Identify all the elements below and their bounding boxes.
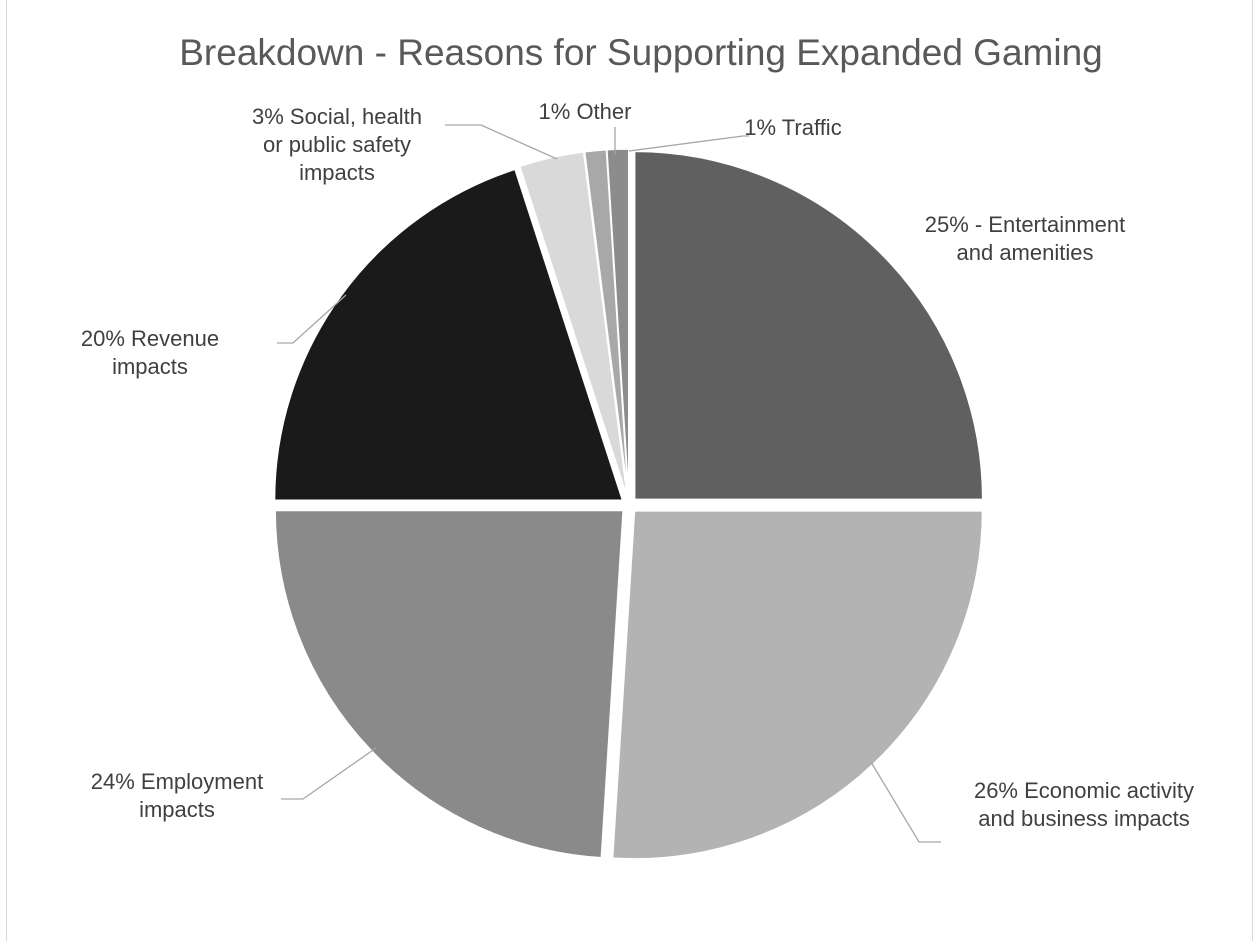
chart-title: Breakdown - Reasons for Supporting Expan… (179, 32, 1102, 73)
pie-slice-social-health (518, 151, 628, 498)
data-label-line: 1% Other (539, 99, 632, 124)
data-label-employment: 24% Employment impacts (91, 769, 263, 822)
data-label-line: and amenities (957, 240, 1094, 265)
data-label-line: or public safety (263, 132, 411, 157)
data-labels: 25% - Entertainment and amenities 26% Econ… (81, 99, 1194, 831)
leader-line-employment (281, 747, 377, 800)
data-label-economic-activity: 26% Economic activity and business impact… (974, 778, 1194, 831)
leader-line-traffic (628, 135, 749, 152)
data-label-line: 24% Employment (91, 769, 263, 794)
data-label-line: 25% - Entertainment (925, 212, 1126, 237)
pie-chart: Breakdown - Reasons for Supporting Expan… (81, 32, 1194, 860)
pie-slice-entertainment (633, 150, 984, 501)
pie-slice-economic-activity (611, 510, 984, 860)
data-label-line: 1% Traffic (744, 115, 841, 140)
data-label-revenue: 20% Revenue impacts (81, 326, 219, 379)
leader-line-social-health (445, 124, 558, 160)
data-label-line: impacts (299, 160, 375, 185)
data-label-traffic: 1% Traffic (744, 115, 841, 140)
pie-slices (273, 148, 984, 860)
data-label-line: 20% Revenue (81, 326, 219, 351)
leader-line-economic-activity (870, 761, 941, 843)
data-label-other: 1% Other (539, 99, 632, 124)
pie-slice-employment (274, 509, 624, 859)
pie-slice-traffic (606, 148, 630, 498)
pie-slice-revenue (273, 168, 624, 502)
data-label-entertainment: 25% - Entertainment and amenities (925, 212, 1126, 265)
data-label-line: 3% Social, health (252, 104, 422, 129)
leader-line-revenue (277, 294, 347, 344)
leader-lines (277, 124, 941, 843)
data-label-line: impacts (139, 797, 215, 822)
data-label-line: 26% Economic activity (974, 778, 1194, 803)
data-label-social-health: 3% Social, health or public safety impacts (252, 104, 422, 185)
data-label-line: impacts (112, 354, 188, 379)
data-label-line: and business impacts (978, 806, 1190, 831)
chart-area: Breakdown - Reasons for Supporting Expan… (6, 0, 1253, 941)
